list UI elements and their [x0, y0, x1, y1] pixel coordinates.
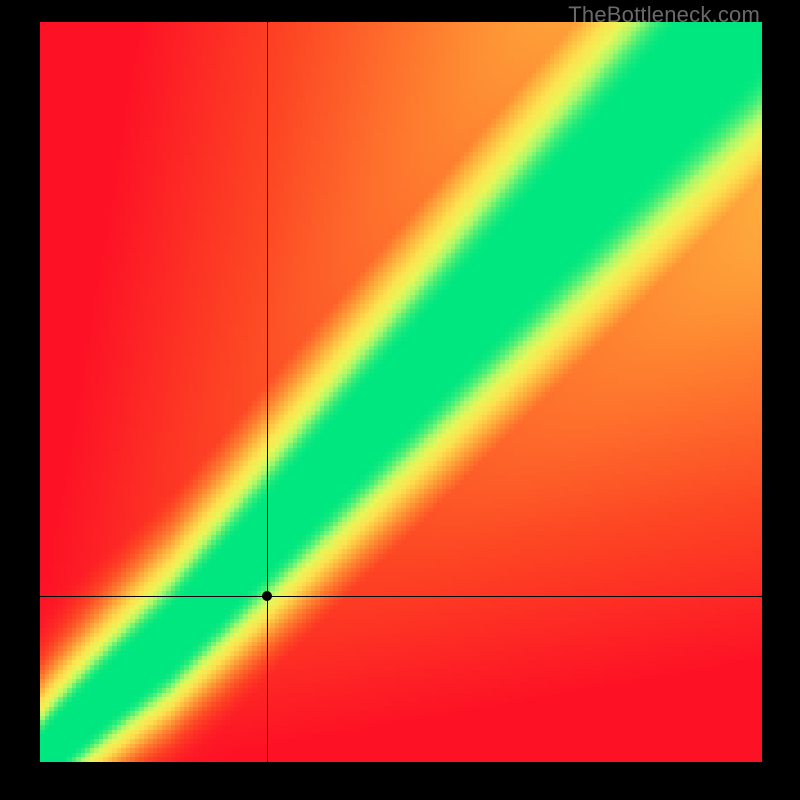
- crosshair-vertical: [267, 22, 268, 762]
- crosshair-horizontal: [40, 596, 762, 597]
- bottleneck-heatmap: [40, 22, 762, 762]
- watermark-text: TheBottleneck.com: [568, 2, 760, 28]
- chart-container: TheBottleneck.com: [0, 0, 800, 800]
